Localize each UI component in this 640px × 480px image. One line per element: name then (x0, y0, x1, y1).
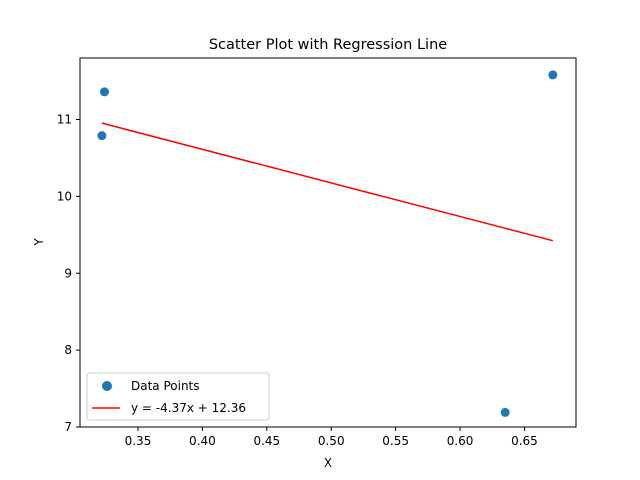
data-point (500, 407, 510, 417)
y-tick-label: 11 (57, 113, 72, 127)
data-point (548, 70, 558, 80)
legend-box (86, 372, 270, 421)
x-tick-label: 0.35 (125, 434, 152, 448)
plot-frame (79, 57, 577, 428)
x-tick-label: 0.50 (318, 434, 345, 448)
y-tick-label: 9 (64, 266, 72, 280)
y-tick-label: 8 (64, 343, 72, 357)
x-axis: 0.35 0.40 0.45 0.50 0.55 0.60 0.65 (125, 427, 538, 448)
legend-label-data-points: Data Points (131, 379, 200, 393)
x-tick-label: 0.60 (447, 434, 474, 448)
x-axis-label: X (324, 456, 332, 470)
y-axis-label: Y (32, 238, 46, 247)
x-tick-label: 0.55 (382, 434, 409, 448)
data-point (97, 131, 107, 141)
y-axis: 7 8 9 10 11 (57, 113, 80, 434)
legend-label-regression: y = -4.37x + 12.36 (131, 401, 246, 415)
x-tick-label: 0.40 (189, 434, 216, 448)
y-tick-label: 10 (57, 189, 72, 203)
plot-area (97, 70, 558, 417)
regression-line (101, 122, 553, 242)
x-tick-label: 0.65 (511, 434, 538, 448)
x-tick-label: 0.45 (253, 434, 280, 448)
data-point (99, 87, 109, 97)
legend-scatter-marker (102, 381, 112, 391)
legend: Data Points y = -4.37x + 12.36 (86, 372, 270, 421)
chart-title: Scatter Plot with Regression Line (209, 37, 447, 53)
y-tick-label: 7 (64, 420, 72, 434)
